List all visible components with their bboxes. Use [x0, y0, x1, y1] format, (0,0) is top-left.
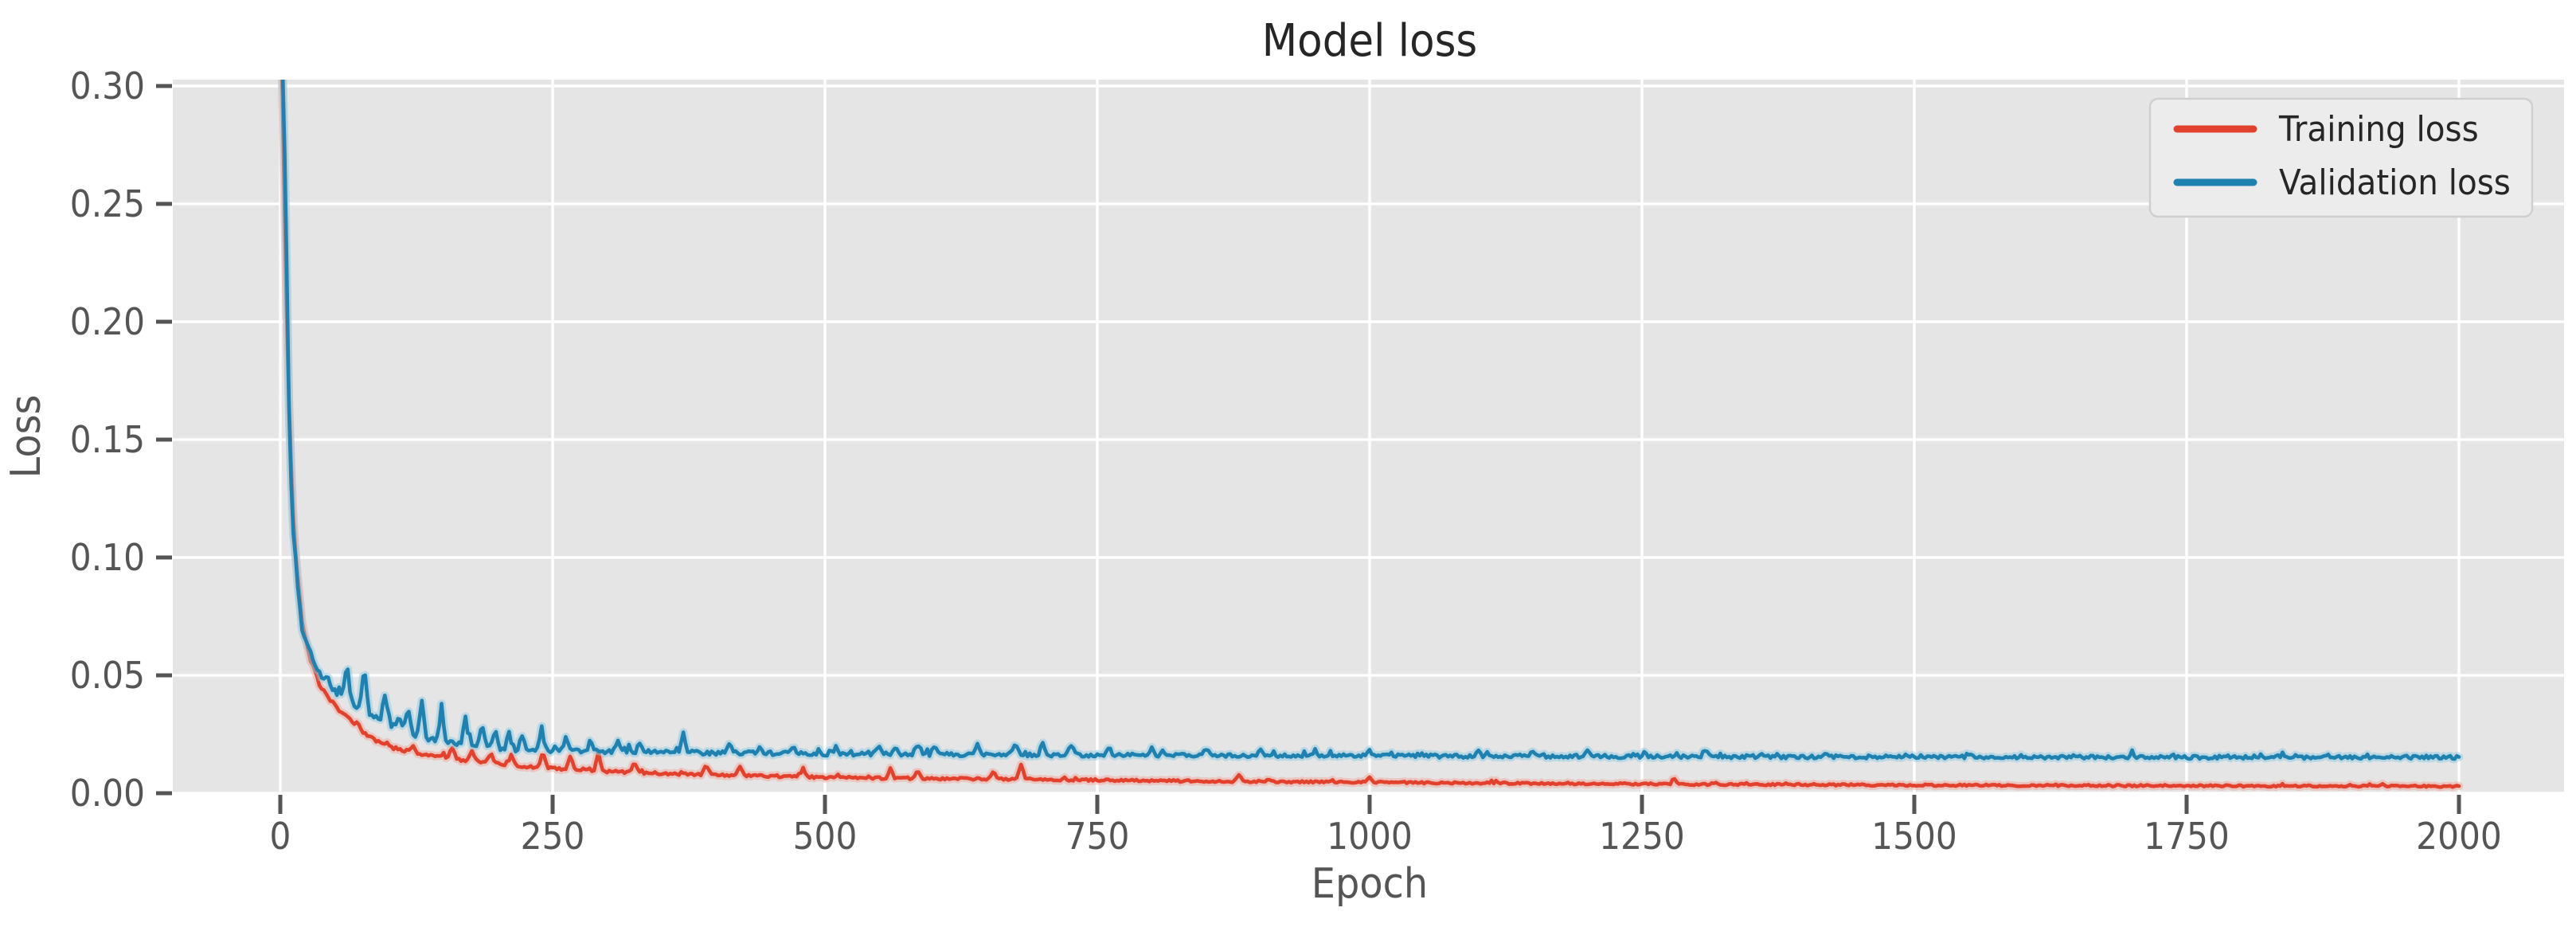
y-tick-label: 0.05 [70, 655, 145, 697]
x-tick-label: 1750 [2144, 816, 2230, 858]
x-tick-label: 250 [521, 816, 585, 858]
y-tick-label: 0.20 [70, 301, 145, 343]
chart-title: Model loss [1262, 14, 1478, 67]
x-tick-label: 1000 [1327, 816, 1413, 858]
x-tick-label: 1250 [1599, 816, 1685, 858]
y-tick-label: 0.30 [70, 65, 145, 108]
x-tick-label: 0 [270, 816, 291, 858]
x-tick-label: 1500 [1871, 816, 1957, 858]
y-tick-label: 0.00 [70, 772, 145, 815]
legend-label-training: Training loss [2278, 108, 2479, 149]
x-tick-label: 750 [1065, 816, 1130, 858]
series-curves [277, 80, 2464, 792]
training-loss-curve [279, 80, 2461, 789]
legend-label-validation: Validation loss [2279, 162, 2511, 202]
y-tick-label: 0.10 [70, 537, 145, 579]
legend: Training loss Validation loss [2148, 97, 2534, 218]
y-tick-label: 0.15 [70, 419, 145, 461]
x-tick-label: 500 [793, 816, 858, 858]
tick-labels: 0 250 500 750 1000 1250 1500 1750 2000 0.00 0.05 0.… [70, 65, 2502, 858]
y-axis-label: Loss [2, 395, 49, 479]
validation-loss-curve [280, 80, 2461, 761]
x-axis-label: Epoch [1311, 859, 1428, 907]
y-tick-label: 0.25 [70, 183, 145, 225]
x-tick-label: 2000 [2416, 816, 2502, 858]
tick-marks [156, 84, 2461, 814]
